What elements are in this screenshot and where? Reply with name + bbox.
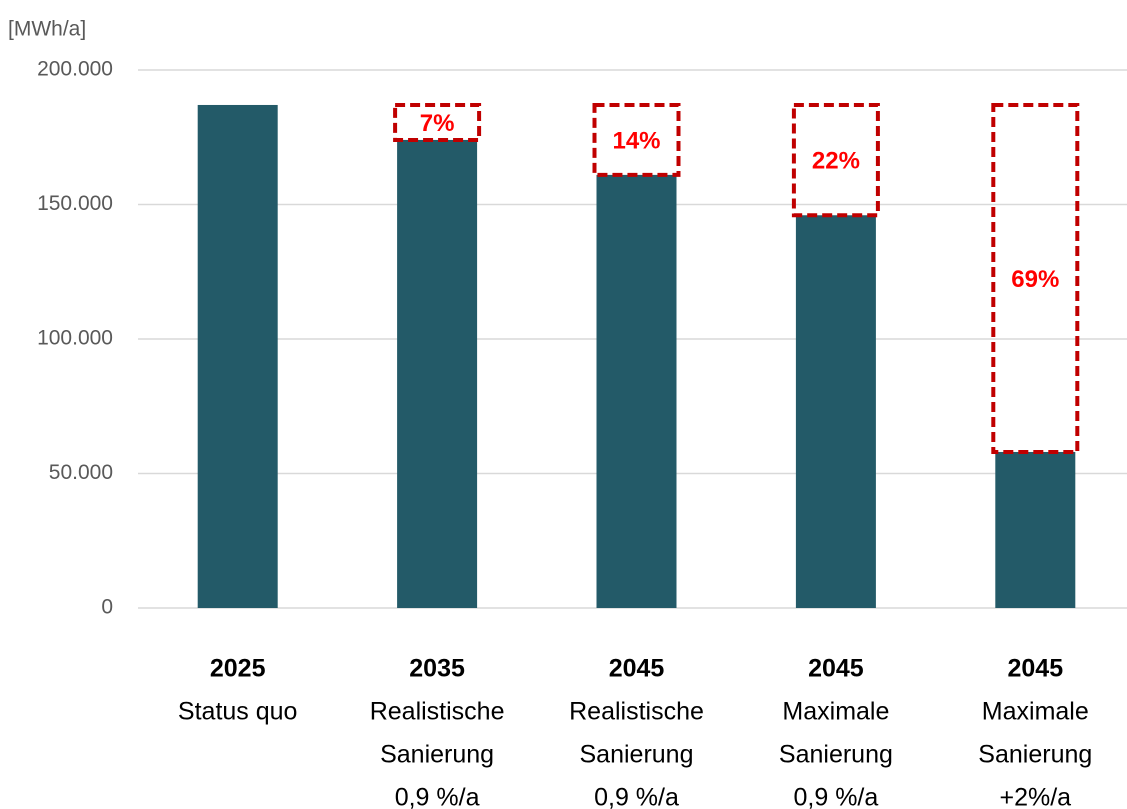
x-tick-label: 2045 xyxy=(609,655,665,683)
x-tick-label: Sanierung xyxy=(380,741,494,769)
x-tick-label: 0,9 %/a xyxy=(794,784,879,809)
x-tick-label: Sanierung xyxy=(779,741,893,769)
bar xyxy=(795,215,876,608)
x-tick-label: 2045 xyxy=(1007,655,1063,683)
x-tick-label: Maximale xyxy=(782,698,889,726)
y-tick-label: 100.000 xyxy=(37,327,113,350)
y-tick-label: 150.000 xyxy=(37,192,113,215)
x-tick-label: Sanierung xyxy=(978,741,1092,769)
savings-box xyxy=(991,102,1080,454)
x-tick-label: Realistische xyxy=(569,698,704,726)
x-tick-label: Realistische xyxy=(370,698,505,726)
x-tick-label: +2%/a xyxy=(1000,784,1072,809)
x-tick-label: 2045 xyxy=(808,655,864,683)
y-tick-label: 50.000 xyxy=(49,461,113,484)
x-tick-label: 0,9 %/a xyxy=(594,784,679,809)
x-tick-label: Status quo xyxy=(178,698,298,726)
x-tick-label: Maximale xyxy=(982,698,1089,726)
savings-label: 7% xyxy=(420,110,455,137)
bar xyxy=(995,451,1076,608)
bar xyxy=(197,104,278,608)
bar xyxy=(596,174,677,608)
y-axis-label: [MWh/a] xyxy=(8,18,86,41)
x-tick-label: 2035 xyxy=(409,655,465,683)
x-tick-label: Sanierung xyxy=(580,741,694,769)
savings-box xyxy=(592,102,681,177)
savings-label: 69% xyxy=(1011,266,1059,293)
y-tick-label: 200.000 xyxy=(37,58,113,81)
x-tick-label: 0,9 %/a xyxy=(395,784,480,809)
y-tick-label: 0 xyxy=(101,596,113,619)
savings-label: 22% xyxy=(812,147,860,174)
savings-box xyxy=(791,102,880,218)
x-tick-label: 2025 xyxy=(210,655,266,683)
savings-label: 14% xyxy=(612,127,660,154)
bar xyxy=(397,139,478,608)
